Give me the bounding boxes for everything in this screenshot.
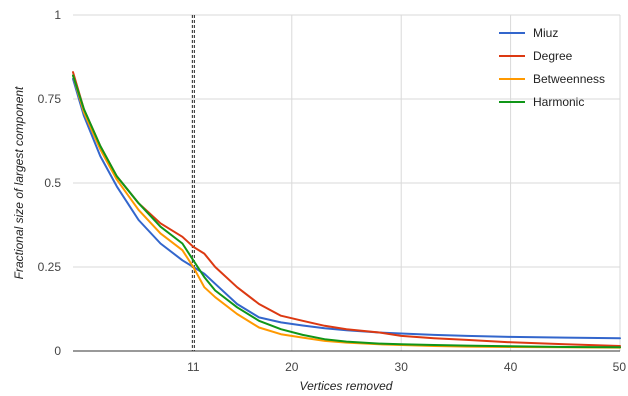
vertical-marker-layer [191,15,195,351]
gridlines [73,14,621,351]
series-lines [72,71,621,349]
x-tick-label: 30 [395,360,409,374]
y-tick-label: 0 [54,344,61,358]
y-tick-label: 0.25 [38,260,62,274]
legend: Miuz Degree Betweenness Harmonic [499,26,605,109]
legend-label: Harmonic [533,95,584,109]
series-line-betweenness [72,74,621,349]
series-line-miuz [72,77,621,340]
legend-label: Miuz [533,26,558,40]
series-line-harmonic [72,74,621,349]
y-tick-label: 0.5 [44,176,61,190]
legend-label: Betweenness [533,72,605,86]
y-axis-title: Fractional size of largest component [12,86,26,279]
x-tick-label: 40 [504,360,518,374]
series-line-degree [72,71,621,347]
x-tick-label: 50 [613,360,627,374]
y-tick-label: 1 [54,8,61,22]
y-tick-label: 0.75 [38,92,62,106]
x-tick-label: 20 [285,360,299,374]
x-axis-title: Vertices removed [300,379,393,393]
legend-label: Degree [533,49,573,63]
x-tick-label: 11 [187,360,200,374]
